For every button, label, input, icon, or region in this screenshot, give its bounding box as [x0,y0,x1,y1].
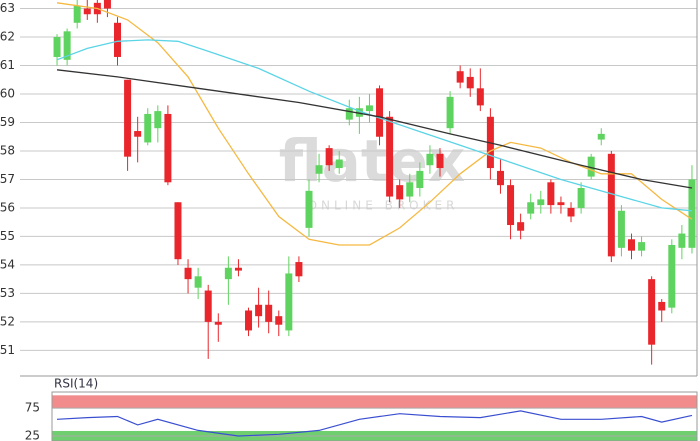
candle-body [114,22,122,57]
candle-body [386,116,394,197]
candle-body [245,310,253,331]
candle-body [194,276,202,288]
candle-body [305,190,313,228]
y-tick-label: 53 [0,286,15,300]
candle-body [527,202,535,214]
candle-body [174,202,182,260]
candle-body [335,159,343,169]
y-tick-label: 60 [0,87,15,101]
candle-body [466,76,474,89]
candle-body [587,156,595,177]
candle-body [144,113,152,143]
candle-body [184,267,192,280]
candle-body [73,5,81,23]
candle-body [416,170,424,188]
line [56,69,693,189]
candle-body [154,111,162,129]
candle-body [678,233,686,248]
candle-body [396,185,404,200]
candle-body [547,182,555,206]
candle-body [406,182,414,197]
candle-body [476,88,484,106]
candle-body [315,165,323,174]
watermark-logo: flatex [279,127,466,195]
candle-body [436,153,444,169]
candle-body [688,179,696,248]
candle-body [668,244,676,308]
candle-body [214,321,222,325]
candle-body [456,71,464,83]
y-tick-label: 61 [0,58,15,72]
candle-body [557,202,565,206]
candle-body [365,105,373,112]
candle-body [517,222,525,231]
y-tick-label: 75 [25,401,40,415]
line [56,410,693,437]
y-tick-label: 25 [25,428,40,441]
candle-body [63,31,71,60]
watermark-tagline: ONLINE BROKER [308,199,459,213]
overbought-zone [52,395,697,409]
candle-body [638,242,646,251]
candle-body [607,153,615,257]
candle-body [567,207,575,217]
candle-body [83,8,91,15]
candle-body [224,267,232,280]
candle-body [345,108,353,120]
y-tick-label: 58 [0,143,15,157]
candle-body [204,290,212,322]
candle-body [627,239,635,251]
candle-body [124,79,132,157]
y-tick-label: 57 [0,172,15,186]
candle-body [446,96,454,129]
y-tick-label: 55 [0,229,15,243]
line [56,39,693,212]
candle-body [53,37,61,57]
rsi-title: RSI(14) [54,377,98,391]
candle-body [234,267,242,271]
y-tick-label: 54 [0,257,15,271]
y-tick-label: 52 [0,314,15,328]
candle-body [507,185,515,226]
candle-body [658,301,666,311]
candle-body [255,304,263,317]
rsi-panel: 25 75 [25,391,698,441]
candle-body [134,131,142,137]
candle-body [355,108,363,117]
candle-body [285,273,293,331]
candle-body [617,210,625,248]
candle-body [103,0,111,9]
candle-body [537,199,545,206]
candle-body [325,148,333,166]
candle-body [376,88,384,137]
candle-body [275,316,283,325]
y-tick-label: 56 [0,200,15,214]
y-tick-label: 63 [0,1,15,15]
panel-frame [51,391,698,441]
line [56,2,693,246]
y-tick-label: 59 [0,115,15,129]
candle-body [648,279,656,345]
y-tick-label: 51 [0,343,15,357]
candle-body [295,262,303,277]
price-panel [20,0,697,365]
candle-body [577,188,585,208]
candle-body [426,153,434,166]
y-tick-label: 62 [0,30,15,44]
candle-body [496,170,504,186]
candle-body [597,133,605,140]
candle-body [164,113,172,183]
candle-body [265,304,273,322]
